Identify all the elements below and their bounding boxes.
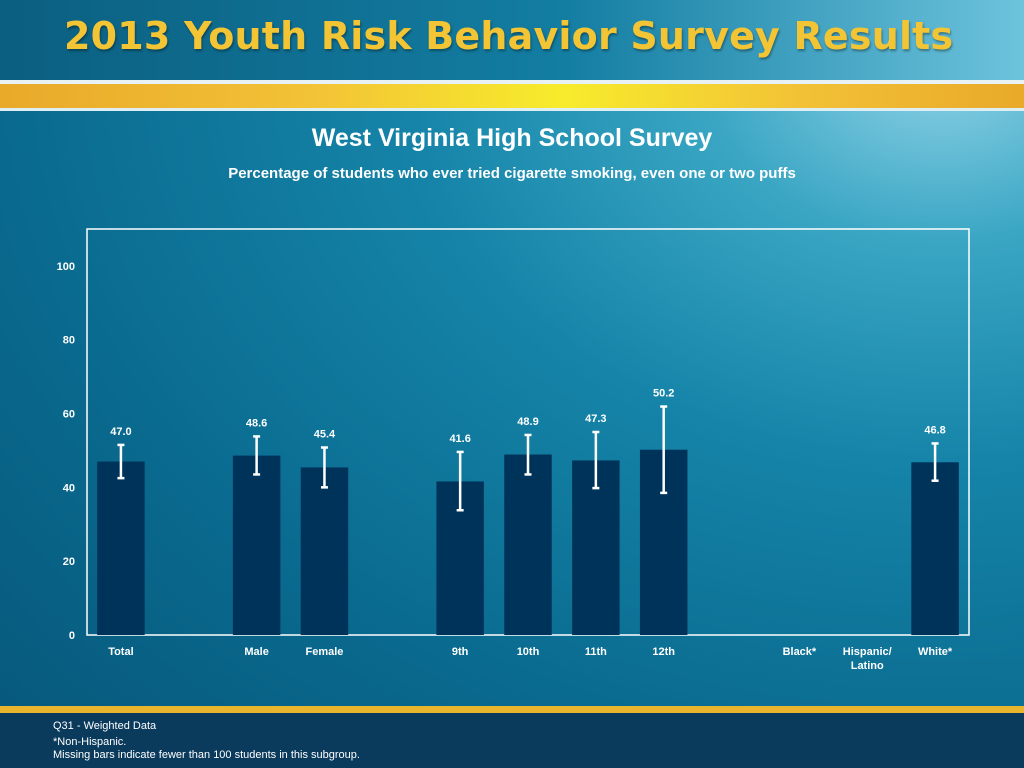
footnote-missing-bars: Missing bars indicate fewer than 100 stu…: [53, 749, 360, 761]
y-tick-label: 40: [63, 482, 75, 494]
footnote-data-source: Q31 - Weighted Data: [53, 720, 157, 732]
x-tick-label: 11th: [585, 646, 607, 658]
gold-accent-bar: [0, 84, 1024, 108]
header-divider-lower: [0, 108, 1024, 111]
page-title: 2013 Youth Risk Behavior Survey Results: [64, 14, 954, 58]
y-tick-label: 80: [63, 335, 75, 347]
header-divider: [0, 80, 1024, 84]
bar: [504, 454, 552, 635]
x-tick-label: White*: [918, 646, 953, 658]
bar: [911, 462, 959, 635]
y-tick-label: 100: [57, 261, 75, 273]
header-band: [0, 0, 1024, 80]
x-tick-label: Female: [306, 646, 344, 658]
x-tick-label: Hispanic/: [843, 646, 892, 658]
chart-title: West Virginia High School Survey: [311, 124, 713, 152]
x-tick-label: 10th: [517, 646, 540, 658]
data-label: 41.6: [449, 433, 470, 445]
data-label: 45.4: [314, 429, 336, 441]
bar-chart: 0 20 40 60 80 100 47.0 Total 48.6 Male 45.4 Female 4…: [57, 261, 959, 672]
data-label: 47.3: [585, 413, 606, 425]
data-label: 47.0: [110, 426, 131, 438]
x-tick-label: 12th: [652, 646, 675, 658]
bar: [300, 467, 349, 635]
y-tick-label: 60: [63, 409, 75, 421]
x-tick-label: Latino: [851, 660, 884, 672]
data-label: 48.6: [246, 417, 267, 429]
bar: [97, 461, 145, 635]
footnote-non-hispanic: *Non-Hispanic.: [53, 736, 127, 748]
x-tick-label: 9th: [452, 646, 469, 658]
x-tick-label: Black*: [783, 646, 817, 658]
y-tick-label: 20: [63, 556, 75, 568]
footer-gold-rule: [0, 706, 1024, 713]
x-tick-label: Male: [244, 646, 268, 658]
chart-subtitle: Percentage of students who ever tried ci…: [228, 165, 796, 182]
footer-band: [0, 713, 1024, 768]
data-label: 48.9: [517, 416, 538, 428]
data-label: 50.2: [653, 388, 674, 400]
data-label: 46.8: [924, 424, 945, 436]
bar: [572, 460, 620, 635]
y-tick-label: 0: [69, 630, 75, 642]
bar: [232, 455, 281, 635]
x-tick-label: Total: [108, 646, 133, 658]
